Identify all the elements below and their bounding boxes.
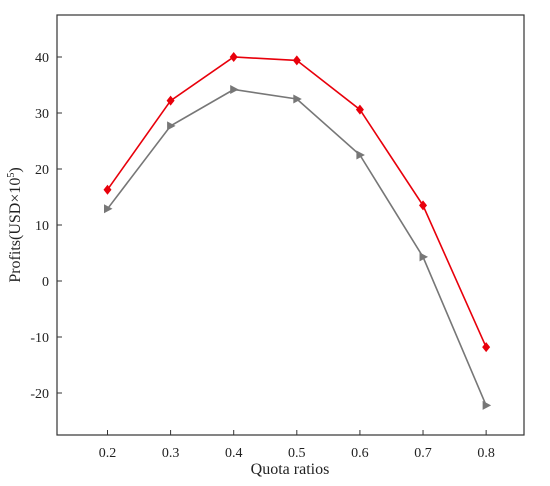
x-tick-label: 0.6 <box>351 446 369 461</box>
series-2-point <box>482 400 492 410</box>
series-2-point <box>103 204 113 214</box>
x-axis-title: Quota ratios <box>251 461 330 478</box>
series-1-point <box>166 95 175 106</box>
series-2-point <box>230 84 239 94</box>
y-tick-label: -20 <box>30 387 49 402</box>
x-tick-label: 0.8 <box>477 446 495 461</box>
x-tick-label: 0.5 <box>288 446 306 461</box>
series-2-point <box>356 150 365 160</box>
y-tick-label: 30 <box>35 107 49 122</box>
y-axis-title-close: ) <box>7 167 24 172</box>
y-tick-label: 40 <box>35 51 49 66</box>
y-axis-title: Profits(USD×105) <box>6 167 24 282</box>
series-layer <box>103 52 492 410</box>
series-1 <box>103 52 491 353</box>
ticks-layer: 0.2 0.3 0.4 0.5 0.6 0.7 0.8 -20 -10 0 10 20 30 40 <box>30 51 495 461</box>
x-tick-label: 0.2 <box>99 446 117 461</box>
y-tick-label: 20 <box>35 163 49 178</box>
series-1-point <box>229 52 238 62</box>
y-tick-label: 10 <box>35 219 49 234</box>
series-2-point <box>419 252 429 262</box>
series-2-line <box>106 88 487 406</box>
x-tick-label: 0.4 <box>225 446 243 461</box>
plot-frame <box>56 14 525 436</box>
series-2-point <box>167 121 176 131</box>
y-axis-title-main: Profits(USD×10 <box>7 178 24 283</box>
series-2 <box>103 84 492 410</box>
x-tick-label: 0.7 <box>414 446 432 461</box>
series-1-point <box>292 55 301 66</box>
series-1-point <box>355 104 364 115</box>
y-tick-label: 0 <box>42 275 49 290</box>
y-axis-title-superscript: 5 <box>6 173 17 178</box>
series-1-point <box>103 184 112 195</box>
series-1-point <box>482 342 491 353</box>
y-tick-label: -10 <box>30 331 49 346</box>
series-1-point <box>419 200 428 211</box>
series-2-point <box>293 94 302 104</box>
x-tick-label: 0.3 <box>162 446 180 461</box>
